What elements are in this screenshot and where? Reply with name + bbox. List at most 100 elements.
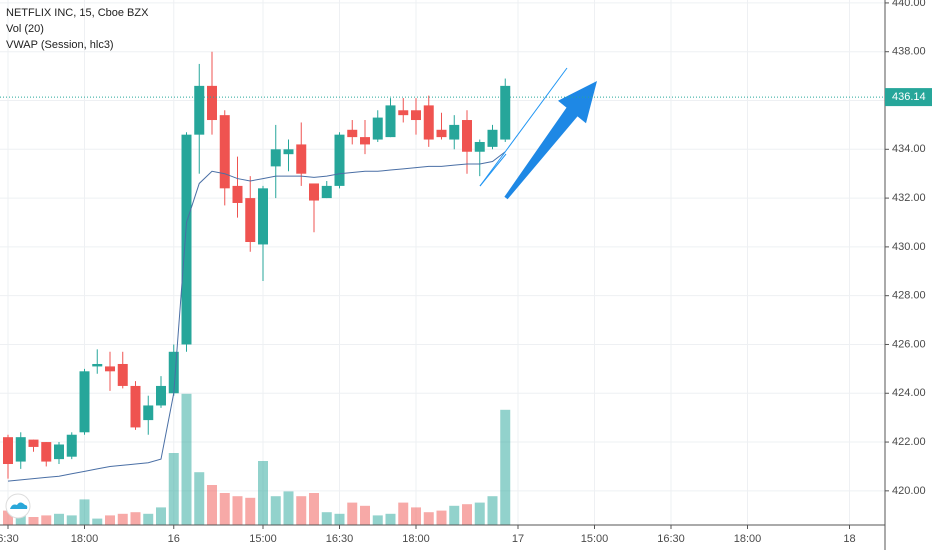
volume-bar: [296, 496, 307, 525]
arrow-drawing: [504, 81, 597, 200]
candle-body: [15, 437, 26, 462]
candle-body: [232, 185, 243, 203]
y-tick-label: 440.00: [892, 0, 926, 9]
candle-body: [156, 385, 166, 406]
volume-bar: [232, 496, 243, 525]
volume-bar: [372, 515, 383, 525]
volume-bar: [462, 504, 472, 525]
volume-bar: [270, 496, 281, 525]
candle-layer: [3, 51, 511, 482]
volume-bar: [15, 513, 26, 525]
x-tick-label: 17: [512, 533, 524, 545]
candle-body: [79, 371, 90, 433]
candle-body: [436, 129, 447, 138]
price-axis: [885, 0, 932, 550]
volume-bar: [41, 515, 52, 525]
candle-body: [258, 188, 268, 245]
x-tick-label: 16:30: [326, 533, 354, 545]
y-tick-label: 424.00: [892, 387, 926, 399]
y-tick-label: 420.00: [892, 485, 926, 497]
candle-body: [219, 115, 230, 189]
candle-body: [309, 183, 319, 201]
candle-body: [398, 110, 409, 116]
candle-body: [117, 363, 128, 386]
candle-body: [347, 129, 358, 138]
candle-body: [245, 198, 256, 243]
volume-bar: [194, 472, 205, 525]
volume-bar: [436, 510, 447, 525]
volume-bar: [321, 512, 332, 525]
indicator-label: Vol (20): [6, 23, 44, 35]
candle-body: [41, 442, 52, 462]
indicator-label: VWAP (Session, hlc3): [6, 39, 114, 51]
overlay-layer: [0, 67, 885, 200]
candle-body: [28, 439, 39, 447]
volume-bar: [474, 502, 485, 525]
y-tick-label: 438.00: [892, 46, 926, 58]
candle-body: [181, 134, 192, 345]
x-tick-label: 15:00: [581, 533, 609, 545]
candle-body: [474, 141, 485, 152]
trend-line: [479, 153, 507, 187]
volume-bar: [28, 517, 39, 525]
candle-body: [296, 144, 307, 174]
candle-body: [449, 124, 460, 140]
volume-bar: [398, 502, 409, 525]
volume-layer: [3, 393, 511, 525]
volume-bar: [411, 507, 421, 525]
x-tick-label: 16:30: [657, 533, 685, 545]
candle-body: [487, 129, 498, 147]
volume-bar: [487, 496, 498, 525]
candle-body: [283, 149, 294, 155]
volume-bar: [347, 502, 358, 525]
candle-body: [143, 405, 154, 421]
x-tick-label: 18:00: [71, 533, 99, 545]
volume-bar: [79, 499, 90, 525]
volume-bar: [143, 513, 154, 525]
grid: [0, 0, 885, 525]
candle-body: [423, 105, 434, 140]
y-tick-label: 432.00: [892, 192, 926, 204]
candle-body: [66, 434, 77, 457]
x-tick-label: 16: [168, 533, 180, 545]
volume-bar: [334, 513, 345, 525]
x-tick-label: 6:30: [0, 533, 19, 545]
volume-bar: [360, 505, 370, 525]
x-tick-label: 18:00: [402, 533, 430, 545]
volume-bar: [207, 485, 217, 525]
volume-bar: [245, 497, 256, 525]
candle-body: [321, 185, 332, 199]
volume-bar: [92, 518, 103, 525]
y-tick-label: 426.00: [892, 338, 926, 350]
volume-bar: [500, 409, 511, 525]
candle-body: [270, 149, 281, 167]
y-tick-label: 422.00: [892, 436, 926, 448]
x-tick-label: 18: [843, 533, 855, 545]
volume-bar: [3, 510, 13, 525]
last-price-label: 436.14: [892, 91, 926, 103]
volume-bar: [54, 513, 64, 525]
candle-body: [500, 85, 511, 140]
volume-bar: [117, 513, 128, 525]
vwap-line: [7, 151, 506, 482]
y-tick-label: 434.00: [892, 143, 926, 155]
volume-bar: [385, 513, 396, 525]
candle-body: [54, 444, 64, 460]
volume-bar: [168, 453, 179, 525]
y-tick-label: 428.00: [892, 290, 926, 302]
chart-title: NETFLIX INC, 15, Cboe BZX: [6, 7, 149, 19]
volume-bar: [423, 512, 434, 525]
candle-body: [3, 437, 13, 465]
volume-bar: [105, 515, 115, 525]
volume-bar: [156, 507, 166, 525]
x-tick-label: 15:00: [249, 533, 277, 545]
volume-bar: [258, 461, 268, 525]
last-price-box: [885, 88, 932, 107]
trend-line: [479, 67, 568, 187]
candle-body: [372, 117, 383, 140]
candle-body: [207, 85, 217, 121]
volume-bar: [449, 505, 460, 525]
volume-bar: [283, 491, 294, 525]
volume-bar: [181, 393, 192, 525]
